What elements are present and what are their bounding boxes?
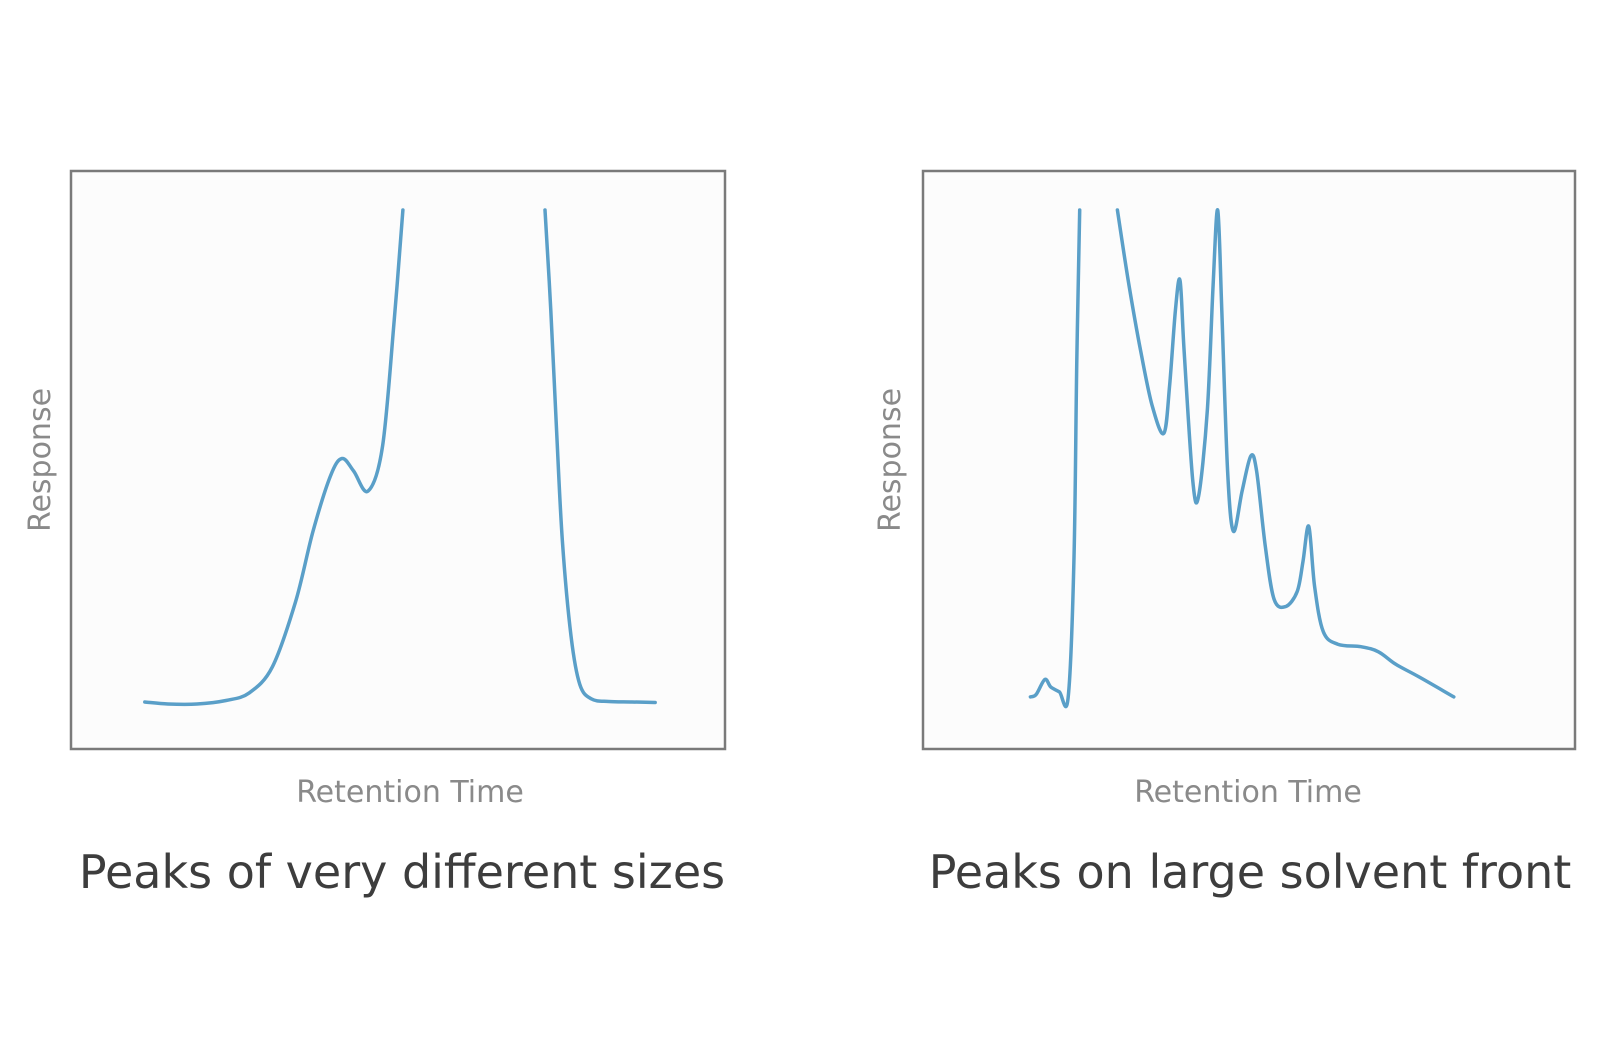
chromatogram-trace-segment-2-2 [1115,208,1456,699]
chart-caption-2: Peaks on large solvent front [929,845,1572,899]
trace-group-1 [143,208,657,707]
chromatogram-trace-segment-1-2 [543,208,657,705]
chart-panel-2: Response Retention Time Peaks on large s… [873,169,1577,899]
chromatogram-trace-segment-1-1 [143,208,405,707]
chart-panel-1: Response Retention Time Peaks of very di… [23,169,727,899]
chart-caption-1: Peaks of very different sizes [79,845,725,899]
x-axis-label-2: Retention Time [1134,775,1362,810]
y-axis-label-1: Response [23,388,58,532]
y-axis-label-2: Response [873,388,908,532]
trace-group-2 [1028,208,1456,709]
chromatogram-trace-segment-2-1 [1028,208,1082,709]
x-axis-label-1: Retention Time [296,775,524,810]
